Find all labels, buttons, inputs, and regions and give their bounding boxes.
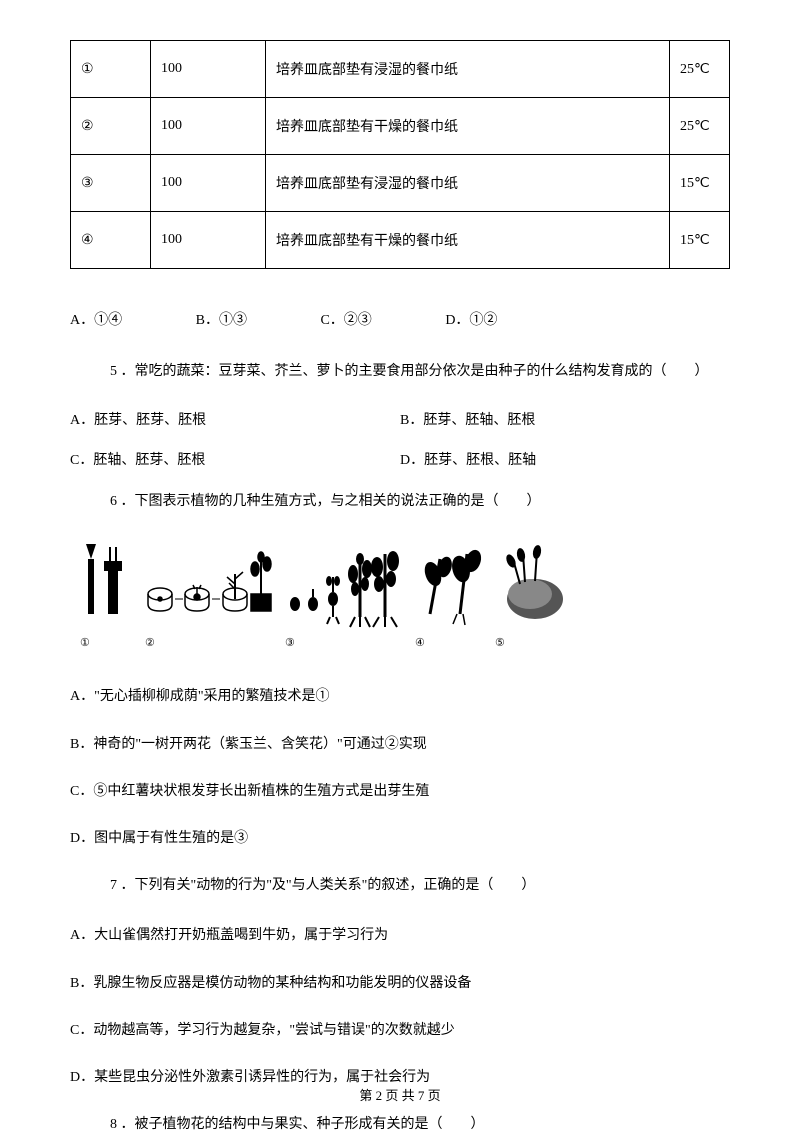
q6-option-c: C．⑤中红薯块状根发芽长出新植株的生殖方式是出芽生殖 <box>70 779 730 804</box>
cell-condition: 培养皿底部垫有浸湿的餐巾纸 <box>266 155 670 212</box>
table-row: ① 100 培养皿底部垫有浸湿的餐巾纸 25℃ <box>71 41 730 98</box>
figure-label-1: ① <box>80 636 135 649</box>
q6-option-d: D．图中属于有性生殖的是③ <box>70 826 730 851</box>
q4-options: A．①④ B．①③ C．②③ D．①② <box>70 309 730 329</box>
experiment-table: ① 100 培养皿底部垫有浸湿的餐巾纸 25℃ ② 100 培养皿底部垫有干燥的… <box>70 40 730 269</box>
q7-option-c: C．动物越高等，学习行为越复杂，"尝试与错误"的次数就越少 <box>70 1018 730 1043</box>
cell-count: 100 <box>151 98 266 155</box>
q8-stem: 8 ．被子植物花的结构中与果实、种子形成有关的是（ ） <box>70 1112 730 1137</box>
cell-count: 100 <box>151 41 266 98</box>
cell-temp: 15℃ <box>670 155 730 212</box>
figure-label-5: ⑤ <box>495 636 570 649</box>
cell-temp: 25℃ <box>670 41 730 98</box>
q5-option-b: B．胚芽、胚轴、胚根 <box>400 409 730 429</box>
cell-temp: 15℃ <box>670 212 730 269</box>
cell-condition: 培养皿底部垫有干燥的餐巾纸 <box>266 98 670 155</box>
cell-count: 100 <box>151 155 266 212</box>
q5-stem: 5 ．常吃的蔬菜：豆芽菜、芥兰、萝卜的主要食用部分依次是由种子的什么结构发育成的… <box>70 359 730 384</box>
plant-icon-grafting: ① <box>80 539 135 649</box>
cell-condition: 培养皿底部垫有干燥的餐巾纸 <box>266 212 670 269</box>
cell-condition: 培养皿底部垫有浸湿的餐巾纸 <box>266 41 670 98</box>
option-a: A．①④ <box>70 309 122 329</box>
figure-label-3: ③ <box>285 636 405 649</box>
q5-option-c: C．胚轴、胚芽、胚根 <box>70 449 400 469</box>
q6-option-b: B．神奇的"一树开两花（紫玉兰、含笑花）"可通过②实现 <box>70 732 730 757</box>
cell-temp: 25℃ <box>670 98 730 155</box>
q6-option-a: A．"无心插柳柳成荫"采用的繁殖技术是① <box>70 684 730 709</box>
figure-label-2: ② <box>145 636 275 649</box>
q5-option-a: A．胚芽、胚芽、胚根 <box>70 409 400 429</box>
figure-label-4: ④ <box>415 636 485 649</box>
cell-id: ② <box>71 98 151 155</box>
plant-icon-cutting: ④ <box>415 539 485 649</box>
option-d: D．①② <box>445 309 497 329</box>
q7-stem: 7 ．下列有关"动物的行为"及"与人类关系"的叙述，正确的是（ ） <box>70 873 730 898</box>
cell-id: ① <box>71 41 151 98</box>
option-b: B．①③ <box>196 309 247 329</box>
cell-id: ④ <box>71 212 151 269</box>
table-row: ③ 100 培养皿底部垫有浸湿的餐巾纸 15℃ <box>71 155 730 212</box>
cell-id: ③ <box>71 155 151 212</box>
plant-icon-tuber: ⑤ <box>495 539 570 649</box>
option-c: C．②③ <box>320 309 371 329</box>
q7-option-b: B．乳腺生物反应器是模仿动物的某种结构和功能发明的仪器设备 <box>70 971 730 996</box>
plant-icon-tissue-culture: ② <box>145 539 275 649</box>
plant-reproduction-figure: ① ② ③ ④ ⑤ <box>70 539 580 654</box>
q7-option-a: A．大山雀偶然打开奶瓶盖喝到牛奶，属于学习行为 <box>70 923 730 948</box>
table-row: ④ 100 培养皿底部垫有干燥的餐巾纸 15℃ <box>71 212 730 269</box>
table-row: ② 100 培养皿底部垫有干燥的餐巾纸 25℃ <box>71 98 730 155</box>
page-footer: 第 2 页 共 7 页 <box>0 1085 800 1104</box>
plant-icon-seed-germination: ③ <box>285 539 405 649</box>
q6-stem: 6 ．下图表示植物的几种生殖方式，与之相关的说法正确的是（ ） <box>70 489 730 514</box>
q5-option-d: D．胚芽、胚根、胚轴 <box>400 449 730 469</box>
cell-count: 100 <box>151 212 266 269</box>
